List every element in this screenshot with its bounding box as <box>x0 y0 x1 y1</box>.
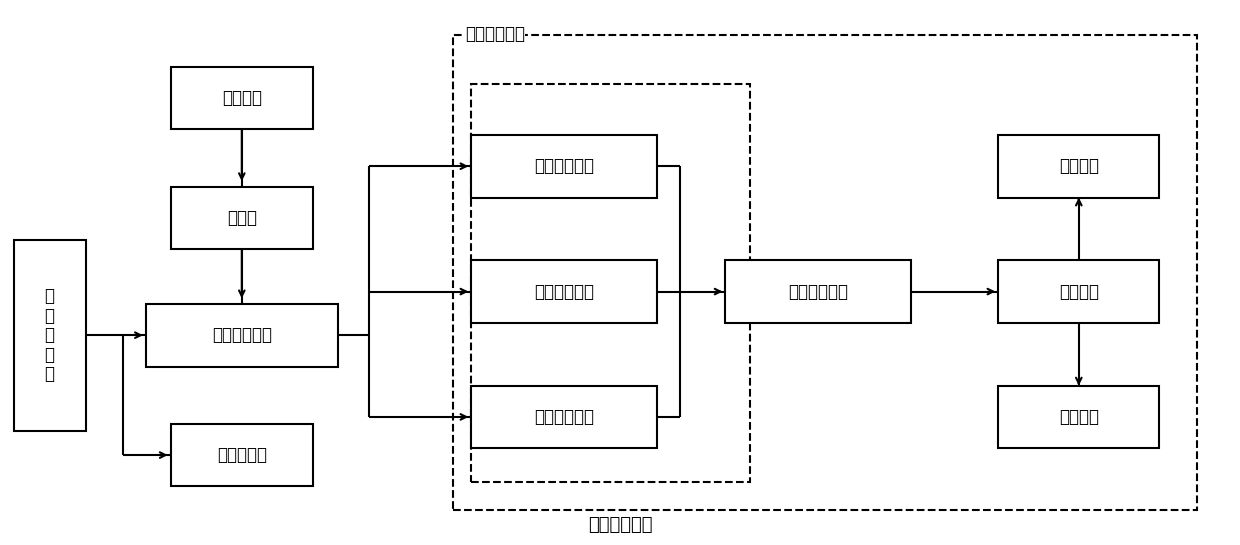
Text: 过压检测单元: 过压检测单元 <box>534 157 594 175</box>
Text: 第二整流单元: 第二整流单元 <box>212 326 272 344</box>
Bar <box>171 66 312 129</box>
Bar <box>453 35 1197 510</box>
Bar <box>725 260 911 323</box>
Text: 过流检测单元: 过流检测单元 <box>534 408 594 426</box>
Bar <box>471 84 750 482</box>
Text: 防浪涌电路: 防浪涌电路 <box>217 446 267 464</box>
Text: 主控模块: 主控模块 <box>1059 282 1099 301</box>
Text: 保护模块: 保护模块 <box>1059 408 1099 426</box>
Text: 放电模块: 放电模块 <box>222 89 262 107</box>
Bar <box>471 386 657 448</box>
Bar <box>471 260 657 323</box>
Bar <box>171 186 312 250</box>
Text: 第一电源模块: 第一电源模块 <box>588 516 652 534</box>
Text: 故障监测模块: 故障监测模块 <box>465 25 525 43</box>
Text: 电池组: 电池组 <box>227 209 257 227</box>
Bar <box>998 260 1159 323</box>
Bar <box>998 135 1159 197</box>
Bar <box>146 304 339 366</box>
Bar <box>171 424 312 486</box>
Text: 报警模块: 报警模块 <box>1059 157 1099 175</box>
Text: 信号转换模块: 信号转换模块 <box>789 282 848 301</box>
Text: 欠压检测单元: 欠压检测单元 <box>534 282 594 301</box>
Text: 交
流
电
输
入: 交 流 电 输 入 <box>45 287 55 383</box>
Bar <box>998 386 1159 448</box>
Bar <box>471 135 657 197</box>
Bar <box>14 240 86 431</box>
